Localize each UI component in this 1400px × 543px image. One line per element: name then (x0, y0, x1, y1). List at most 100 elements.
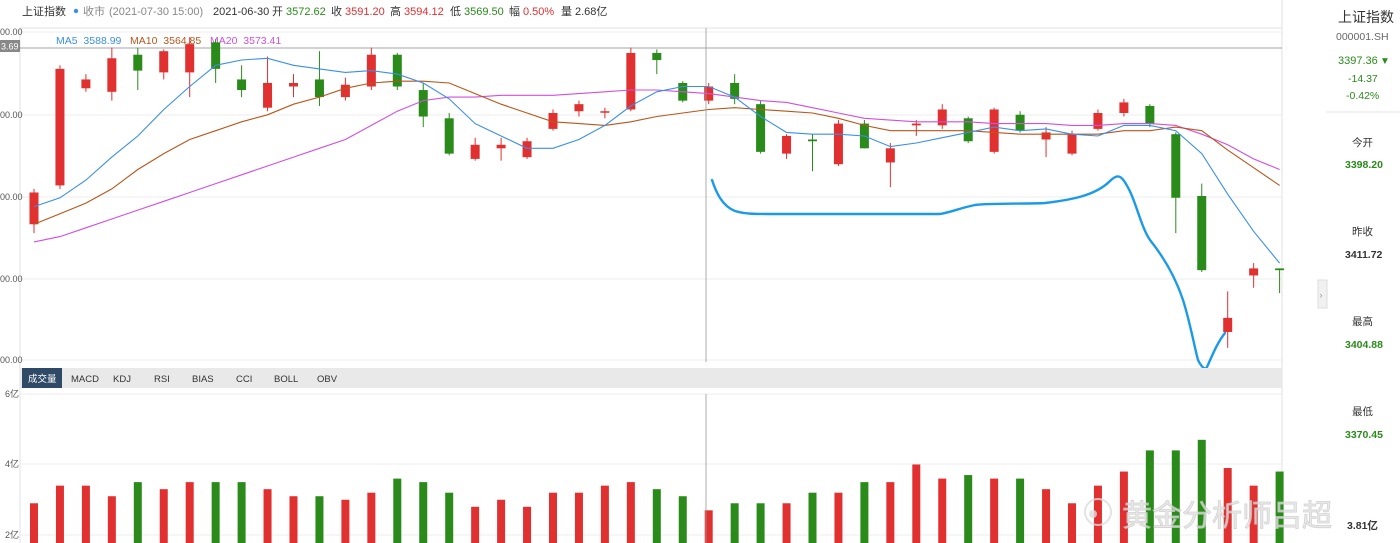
indicator-tab-active-bg[interactable] (22, 368, 62, 388)
sidebar-index-name: 上证指数 (1338, 9, 1394, 25)
candle-body (418, 90, 428, 117)
volume-bar (626, 482, 635, 543)
volume-bar (1275, 471, 1284, 543)
candle-body (55, 68, 65, 186)
open-label: 开 (272, 6, 283, 18)
volume-bar (289, 496, 298, 543)
sidebar-collapse-handle[interactable] (1317, 279, 1328, 309)
candle-body (237, 79, 247, 91)
volume-bar (107, 496, 116, 543)
volume-bar (600, 485, 609, 543)
volume-bar (1042, 489, 1051, 543)
indicator-tab[interactable]: RSI (154, 374, 170, 385)
candlestick-series (29, 37, 1285, 348)
candle-body (1119, 102, 1129, 113)
price-grid (20, 31, 1282, 361)
candle-body (133, 54, 143, 71)
prev-close-label: 昨收 (1352, 225, 1374, 238)
volume-bar (211, 482, 220, 543)
candle-body (1275, 268, 1285, 271)
volume-bar (159, 489, 168, 543)
candle-body (730, 82, 740, 99)
volume-bar (393, 478, 402, 543)
indicator-tabs[interactable]: 成交量 MACD KDJ RSI BIAS CCI BOLL OBV (22, 368, 338, 388)
chevron-right-icon[interactable]: › (1320, 290, 1323, 300)
volume-bar (1249, 485, 1258, 543)
candle-body (937, 109, 947, 126)
candle-body (159, 51, 169, 73)
candle-body (522, 141, 532, 158)
candle-body (1093, 113, 1103, 129)
candle-body (1041, 132, 1051, 140)
volume-bar (30, 503, 38, 543)
candle-body (833, 123, 843, 165)
volume-bar (315, 496, 324, 543)
candle-body (600, 111, 610, 113)
volume-axis-label: 6亿 (5, 388, 19, 399)
indicator-tab[interactable]: OBV (317, 374, 338, 385)
candle-body (782, 135, 792, 154)
indicator-tab[interactable]: BOLL (274, 374, 298, 385)
indicator-tab[interactable]: BIAS (192, 374, 214, 385)
indicator-tab[interactable]: MACD (71, 374, 99, 385)
candle-body (496, 144, 506, 149)
volume-bar (367, 492, 376, 543)
candle-body (1249, 268, 1259, 276)
volume-bar (886, 482, 895, 543)
volume-bar (1223, 468, 1232, 543)
volume-bar (834, 492, 843, 543)
volume-bar (912, 464, 921, 543)
candle-body (548, 113, 558, 129)
low-label: 低 (450, 5, 461, 18)
volume-axis-label: 2亿 (5, 529, 19, 540)
candle-body (289, 82, 298, 87)
volume-bar (808, 492, 817, 543)
volume-bar (185, 482, 194, 543)
market-status-time: (2021-07-30 15:00) (109, 6, 203, 18)
price-axis-label: 00.00 (0, 274, 23, 284)
volume-bar (990, 478, 999, 543)
candle-body (81, 79, 91, 89)
price-axis: 00.00 00.00 00.00 00.00 00.00 (0, 27, 23, 365)
volume-value-sidebar: 3.81亿 (1347, 519, 1378, 532)
indicator-tab[interactable]: KDJ (113, 374, 131, 385)
volume-bar (730, 503, 739, 543)
high-value: 3594.12 (404, 6, 444, 18)
low-value: 3569.50 (464, 6, 504, 18)
price-axis-label: 00.00 (0, 27, 23, 37)
volume-bar (860, 482, 869, 543)
price-axis-label: 00.00 (0, 355, 23, 365)
sidebar-change: -14.37 (1348, 73, 1378, 85)
volume-bar (1068, 503, 1076, 543)
volume-bar (964, 475, 973, 543)
volume-bar (471, 506, 480, 543)
price-axis-label: 00.00 (0, 192, 23, 202)
indicator-tab[interactable]: CCI (236, 374, 252, 385)
ma20-line (33, 89, 1280, 243)
candle-body (470, 144, 480, 159)
volume-bar (1016, 478, 1025, 543)
ma10-legend: MA10 3564.85 (130, 35, 201, 47)
crosshair-price-label: 3.69 (1, 42, 19, 52)
watermark-text: 黄金分析师吕超 (1122, 500, 1332, 533)
candle-body (911, 123, 921, 126)
close-label: 收 (331, 4, 342, 18)
volume-bar (341, 499, 350, 543)
volume-bar (55, 485, 64, 543)
candle-body (263, 82, 273, 108)
index-name: 上证指数 (22, 4, 66, 18)
volume-bar (1145, 450, 1154, 543)
weibo-logo-eye-icon (1089, 510, 1097, 518)
candle-body (1015, 114, 1025, 131)
candle-body (1145, 105, 1155, 124)
volume-bar (81, 485, 90, 543)
indicator-tab[interactable]: 成交量 (28, 373, 57, 385)
candle-body (107, 58, 117, 92)
volume-bar (938, 478, 947, 543)
volume-bar (263, 489, 272, 543)
volume-bars (30, 439, 1284, 543)
sidebar-change-pct: -0.42% (1346, 90, 1379, 102)
volume-bar (497, 499, 506, 543)
